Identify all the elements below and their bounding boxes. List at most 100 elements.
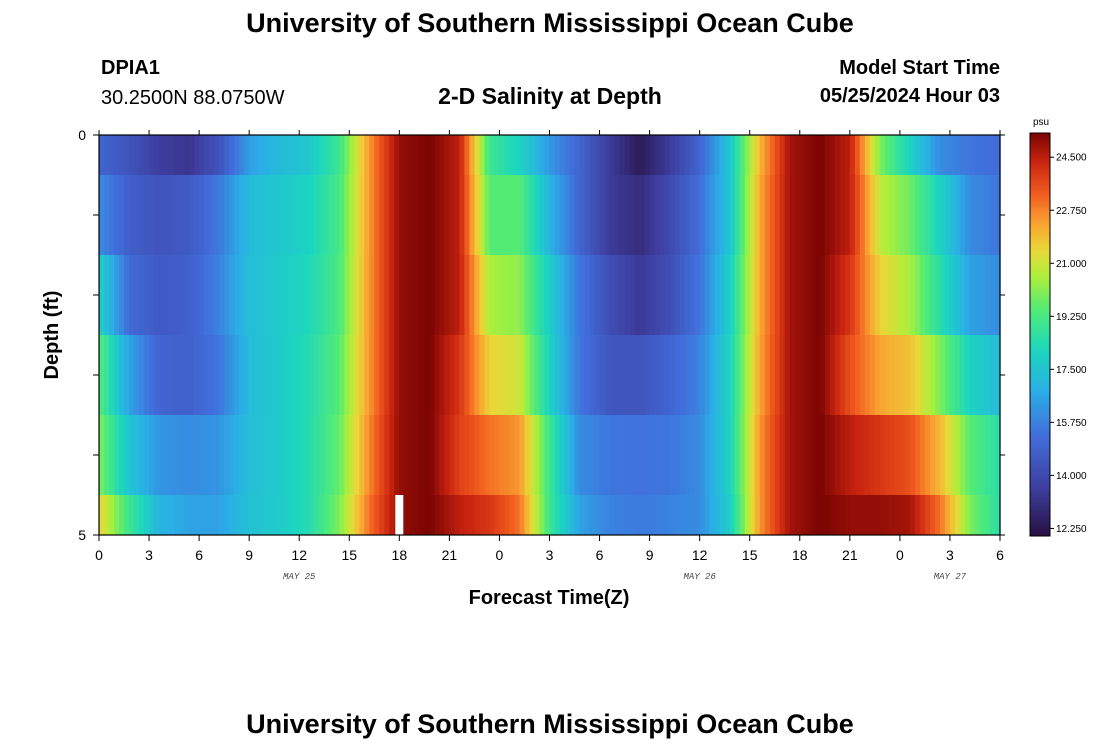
heatmap-cell — [354, 135, 360, 175]
heatmap-cell — [569, 135, 576, 175]
heatmap-cell — [349, 495, 355, 535]
heatmap-cell — [449, 135, 455, 175]
heatmap-cell — [769, 255, 776, 335]
heatmap-cell — [819, 175, 826, 255]
heatmap-cell — [979, 135, 986, 175]
heatmap-cell — [804, 255, 811, 335]
heatmap-cell — [549, 175, 556, 255]
heatmap-cell — [324, 255, 330, 335]
heatmap-cell — [934, 255, 941, 335]
heatmap-cell — [689, 495, 696, 535]
colorbar-tick-label: 21.000 — [1056, 259, 1087, 270]
heatmap-cell — [279, 135, 285, 175]
heatmap-cell — [199, 135, 205, 175]
heatmap-cell — [339, 255, 345, 335]
heatmap-cell — [874, 335, 881, 415]
heatmap-cell — [959, 335, 966, 415]
date-label: MAY 27 — [934, 572, 967, 582]
heatmap-cell — [549, 495, 556, 535]
heatmap-cell — [224, 135, 230, 175]
heatmap-cell — [769, 135, 776, 175]
heatmap-cell — [764, 135, 771, 175]
heatmap-cell — [379, 255, 385, 335]
heatmap-cell — [954, 135, 961, 175]
heatmap-cell — [194, 495, 200, 535]
heatmap-cell — [589, 255, 596, 335]
heatmap-cell — [134, 135, 140, 175]
heatmap-cell — [569, 255, 576, 335]
heatmap-cell — [759, 495, 766, 535]
heatmap-cell — [869, 175, 876, 255]
heatmap-cell — [189, 495, 195, 535]
heatmap-cell — [429, 255, 435, 335]
heatmap-cell — [569, 495, 576, 535]
heatmap-cell — [454, 335, 460, 415]
heatmap-cell — [794, 255, 801, 335]
heatmap-cell — [699, 495, 706, 535]
heatmap-cell — [799, 175, 806, 255]
heatmap-cell — [669, 175, 676, 255]
heatmap-cell — [734, 255, 741, 335]
heatmap-cell — [264, 415, 270, 495]
heatmap-cell — [779, 255, 786, 335]
heatmap-cell — [459, 255, 466, 335]
colorbar: psu 24.500 22.750 21.000 19.250 17.500 15.750… — [1029, 117, 1087, 537]
heatmap-cell — [479, 255, 486, 335]
heatmap-cell — [269, 135, 275, 175]
heatmap-cell — [679, 135, 686, 175]
heatmap-cell — [909, 135, 916, 175]
heatmap-cell — [894, 135, 901, 175]
heatmap-cell — [749, 175, 756, 255]
heatmap-cell — [499, 495, 506, 535]
heatmap-cell — [124, 495, 130, 535]
heatmap-cell — [574, 495, 581, 535]
heatmap-cell — [194, 255, 200, 335]
heatmap-cell — [794, 335, 801, 415]
heatmap-cell — [804, 335, 811, 415]
heatmap-cell — [129, 255, 135, 335]
heatmap-cell — [469, 175, 476, 255]
heatmap-cell — [889, 255, 896, 335]
heatmap-cell — [649, 335, 656, 415]
heatmap-cell — [634, 255, 641, 335]
heatmap-cell — [584, 175, 591, 255]
heatmap-cell — [414, 175, 420, 255]
heatmap-cell — [514, 175, 521, 255]
heatmap-cell — [789, 335, 796, 415]
heatmap-cell — [869, 335, 876, 415]
heatmap-cell — [929, 335, 936, 415]
heatmap-cell — [489, 495, 496, 535]
heatmap-cell — [879, 255, 886, 335]
heatmap-cell — [479, 495, 486, 535]
heatmap-cell — [949, 335, 956, 415]
heatmap-cell — [189, 415, 195, 495]
heatmap-cell — [519, 495, 526, 535]
heatmap-cell — [294, 255, 300, 335]
heatmap-cell — [879, 175, 886, 255]
heatmap-cell — [694, 415, 701, 495]
heatmap-cell — [534, 135, 541, 175]
heatmap-cell — [279, 255, 285, 335]
heatmap-cell — [369, 335, 375, 415]
colorbar-tick-label: 24.500 — [1056, 153, 1087, 164]
heatmap-cell — [929, 495, 936, 535]
heatmap-cell — [454, 175, 460, 255]
heatmap-cell — [864, 495, 871, 535]
heatmap-cell — [699, 175, 706, 255]
heatmap-cell — [944, 415, 951, 495]
heatmap-cell — [569, 175, 576, 255]
heatmap-cell — [819, 135, 826, 175]
heatmap-cell — [669, 135, 676, 175]
heatmap-cell — [144, 135, 150, 175]
heatmap-cell — [939, 495, 946, 535]
heatmap-cell — [504, 135, 511, 175]
heatmap-cell — [819, 335, 826, 415]
heatmap-cell — [829, 255, 836, 335]
heatmap-cell — [654, 415, 661, 495]
heatmap-cell — [489, 255, 496, 335]
heatmap-cell — [209, 255, 215, 335]
heatmap-cell — [324, 175, 330, 255]
heatmap-cell — [559, 175, 566, 255]
heatmap-cell — [964, 415, 971, 495]
x-tick-label: 3 — [145, 547, 153, 563]
